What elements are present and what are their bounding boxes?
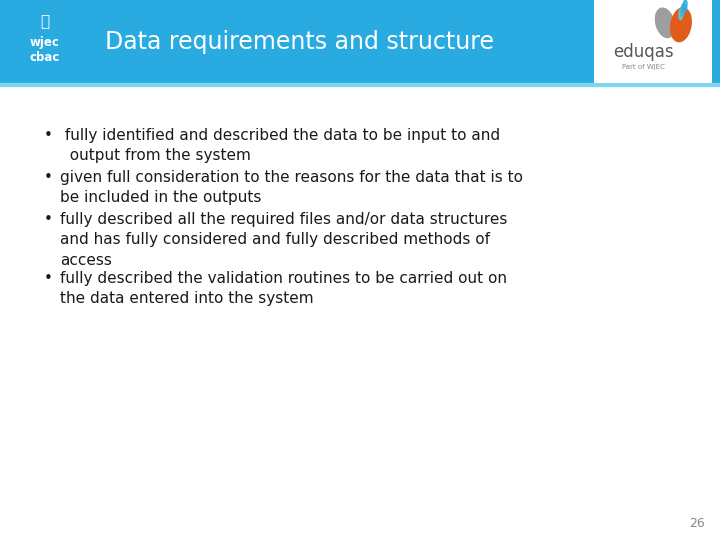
Text: Part of WJEC: Part of WJEC <box>622 64 665 70</box>
Bar <box>594 0 712 83</box>
Text: fully described all the required files and/or data structures
and has fully cons: fully described all the required files a… <box>60 212 508 268</box>
Text: 📖: 📖 <box>40 14 50 29</box>
Text: eduqas: eduqas <box>613 43 674 61</box>
Ellipse shape <box>681 4 685 16</box>
Bar <box>0 83 720 86</box>
Ellipse shape <box>655 8 675 37</box>
Ellipse shape <box>679 8 683 20</box>
Text: fully described the validation routines to be carried out on
the data entered in: fully described the validation routines … <box>60 271 507 306</box>
Text: 26: 26 <box>689 517 705 530</box>
Text: •: • <box>44 271 53 286</box>
Text: given full consideration to the reasons for the data that is to
be included in t: given full consideration to the reasons … <box>60 170 523 205</box>
Text: •: • <box>44 212 53 227</box>
Ellipse shape <box>670 8 691 42</box>
Text: fully identified and described the data to be input to and
  output from the sys: fully identified and described the data … <box>60 128 500 164</box>
Bar <box>0 0 720 83</box>
Ellipse shape <box>683 0 687 12</box>
Text: wjec
cbac: wjec cbac <box>30 36 60 64</box>
Text: Data requirements and structure: Data requirements and structure <box>105 30 494 53</box>
Text: •: • <box>44 170 53 185</box>
Text: •: • <box>44 128 53 143</box>
